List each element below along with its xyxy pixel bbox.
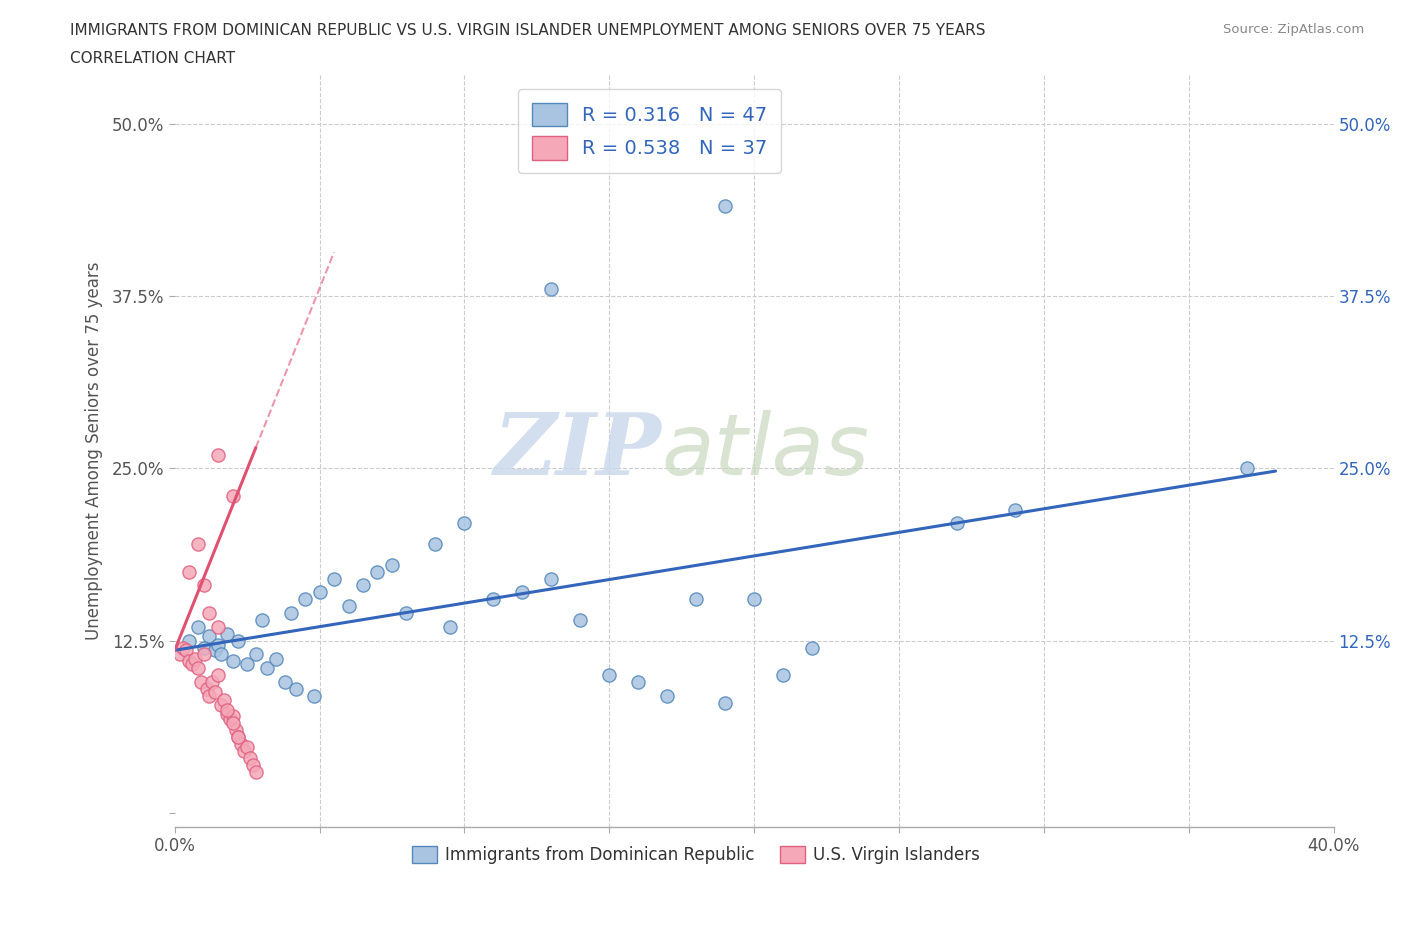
Point	[1236, 461, 1258, 476]
Text: CORRELATION CHART: CORRELATION CHART	[70, 51, 235, 66]
Point	[184, 651, 207, 666]
Point	[221, 709, 243, 724]
Point	[250, 613, 273, 628]
Text: ZIP: ZIP	[494, 409, 661, 493]
Point	[193, 647, 215, 662]
Point	[742, 591, 765, 606]
Point	[242, 757, 264, 772]
Point	[193, 578, 215, 593]
Point	[207, 637, 229, 652]
Point	[366, 565, 388, 579]
Point	[179, 654, 201, 669]
Point	[308, 585, 330, 600]
Point	[181, 657, 204, 671]
Point	[569, 613, 592, 628]
Point	[228, 730, 250, 745]
Point	[207, 619, 229, 634]
Point	[274, 674, 297, 689]
Point	[190, 674, 212, 689]
Point	[236, 739, 259, 754]
Point	[169, 647, 191, 662]
Point	[482, 591, 505, 606]
Point	[540, 571, 562, 586]
Point	[280, 605, 302, 620]
Point	[264, 651, 287, 666]
Point	[198, 688, 221, 703]
Point	[193, 640, 215, 655]
Point	[1004, 502, 1026, 517]
Point	[215, 702, 238, 717]
Point	[179, 565, 201, 579]
Point	[510, 585, 533, 600]
Point	[714, 696, 737, 711]
Point	[395, 605, 418, 620]
Point	[215, 706, 238, 721]
Point	[245, 764, 267, 779]
Point	[172, 640, 194, 655]
Point	[218, 711, 240, 726]
Legend: Immigrants from Dominican Republic, U.S. Virgin Islanders: Immigrants from Dominican Republic, U.S.…	[405, 840, 987, 871]
Point	[714, 199, 737, 214]
Point	[337, 599, 360, 614]
Point	[352, 578, 374, 593]
Point	[221, 488, 243, 503]
Point	[201, 674, 224, 689]
Point	[294, 591, 316, 606]
Y-axis label: Unemployment Among Seniors over 75 years: Unemployment Among Seniors over 75 years	[86, 262, 103, 641]
Text: atlas: atlas	[661, 409, 869, 493]
Point	[228, 633, 250, 648]
Point	[207, 447, 229, 462]
Point	[946, 516, 969, 531]
Point	[212, 693, 235, 708]
Point	[239, 751, 262, 765]
Point	[598, 668, 620, 683]
Point	[179, 633, 201, 648]
Point	[425, 537, 447, 551]
Point	[221, 716, 243, 731]
Point	[453, 516, 475, 531]
Point	[627, 674, 650, 689]
Point	[236, 657, 259, 671]
Point	[225, 723, 247, 737]
Text: Source: ZipAtlas.com: Source: ZipAtlas.com	[1223, 23, 1364, 36]
Point	[256, 660, 278, 675]
Point	[187, 660, 209, 675]
Point	[187, 537, 209, 551]
Point	[209, 647, 232, 662]
Point	[439, 619, 461, 634]
Point	[198, 605, 221, 620]
Point	[204, 643, 226, 658]
Text: IMMIGRANTS FROM DOMINICAN REPUBLIC VS U.S. VIRGIN ISLANDER UNEMPLOYMENT AMONG SE: IMMIGRANTS FROM DOMINICAN REPUBLIC VS U.…	[70, 23, 986, 38]
Point	[801, 640, 824, 655]
Point	[221, 654, 243, 669]
Point	[772, 668, 794, 683]
Point	[228, 730, 250, 745]
Point	[657, 688, 679, 703]
Point	[215, 626, 238, 641]
Point	[285, 682, 308, 697]
Point	[204, 684, 226, 699]
Point	[245, 647, 267, 662]
Point	[302, 688, 325, 703]
Point	[323, 571, 346, 586]
Point	[198, 629, 221, 644]
Point	[174, 643, 197, 658]
Point	[195, 682, 218, 697]
Point	[207, 668, 229, 683]
Point	[540, 282, 562, 297]
Point	[685, 591, 707, 606]
Point	[209, 698, 232, 712]
Point	[231, 737, 253, 751]
Point	[233, 743, 256, 758]
Point	[381, 557, 404, 572]
Point	[187, 619, 209, 634]
